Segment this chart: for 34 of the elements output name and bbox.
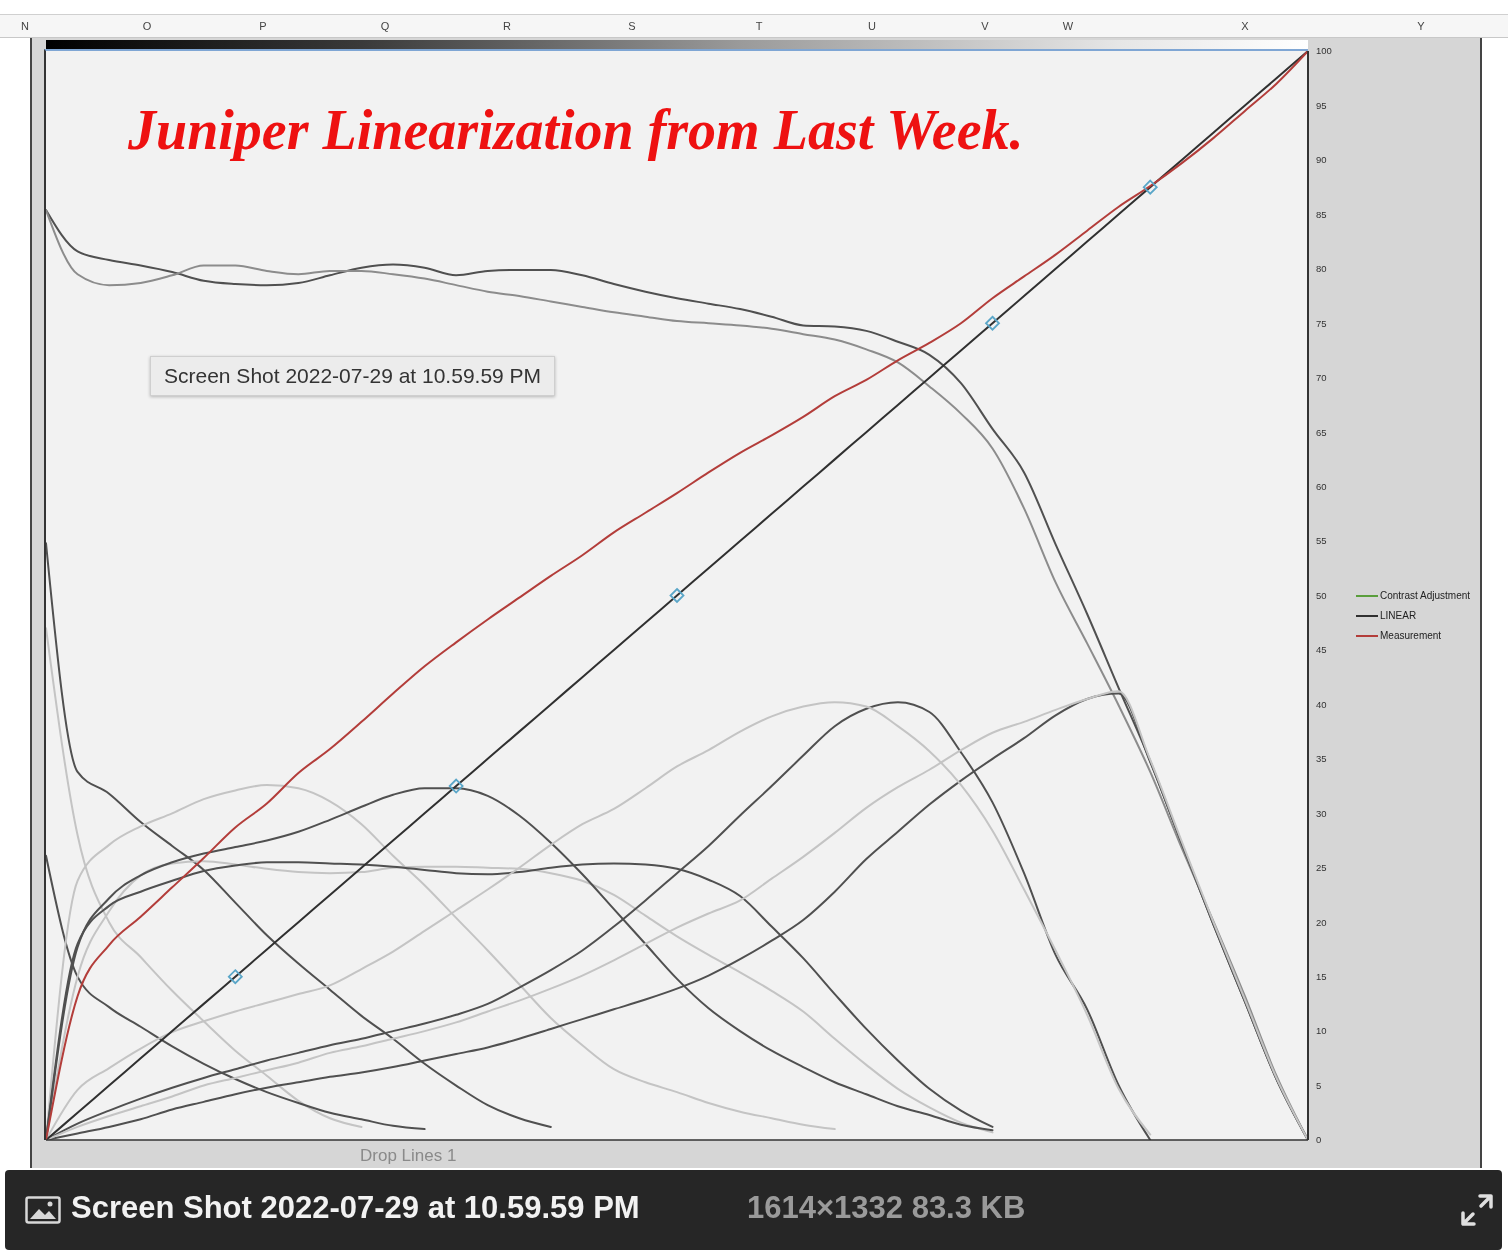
- legend-label: Measurement: [1380, 630, 1442, 641]
- point: [448, 778, 464, 794]
- y-tick-label: 45: [1316, 644, 1327, 656]
- y-tick-label: 30: [1316, 807, 1327, 819]
- y-tick-label: 10: [1316, 1025, 1327, 1037]
- y-tick-label: 70: [1316, 372, 1327, 384]
- y-tick-label: 25: [1316, 862, 1327, 874]
- tooltip: Screen Shot 2022-07-29 at 10.59.59 PM: [150, 356, 556, 396]
- y-tick-label: 75: [1316, 317, 1327, 329]
- y-tick-label: 15: [1316, 971, 1327, 983]
- text: Juniper Linearization from Last Week.: [128, 98, 1024, 162]
- y-tick-label: 40: [1316, 698, 1327, 710]
- y-tick-label: 5: [1316, 1079, 1322, 1091]
- point: [985, 315, 1000, 331]
- y-tick-label: 60: [1316, 480, 1327, 492]
- point: [227, 969, 243, 985]
- y-tick-label: 50: [1316, 589, 1327, 601]
- y-tick-label: 0: [1316, 1134, 1322, 1146]
- y-tick-label: 20: [1316, 916, 1327, 928]
- text: Drop Lines 1: [360, 1146, 457, 1166]
- y-tick-label: 100: [1316, 45, 1332, 57]
- point: [1142, 179, 1158, 195]
- y-tick-label: 95: [1316, 99, 1327, 111]
- column-header: N O P Q R S T U V W X Y: [0, 14, 1508, 38]
- y-tick-label: 55: [1316, 535, 1327, 547]
- info-bar: Screen Shot 2022-07-29 at 10.59.59 PM 1614×1332 83.3 KB: [5, 1170, 1502, 1250]
- y-tick-label: 65: [1316, 426, 1327, 438]
- y-tick-label: 35: [1316, 753, 1327, 765]
- y-tick-label: 90: [1316, 154, 1327, 166]
- point: [669, 588, 685, 603]
- legend-label: LINEAR: [1380, 610, 1417, 621]
- y-tick-label: 80: [1316, 263, 1327, 275]
- legend-label: Contrast Adjustment: [1380, 590, 1471, 601]
- y-tick-label: 85: [1316, 208, 1327, 220]
